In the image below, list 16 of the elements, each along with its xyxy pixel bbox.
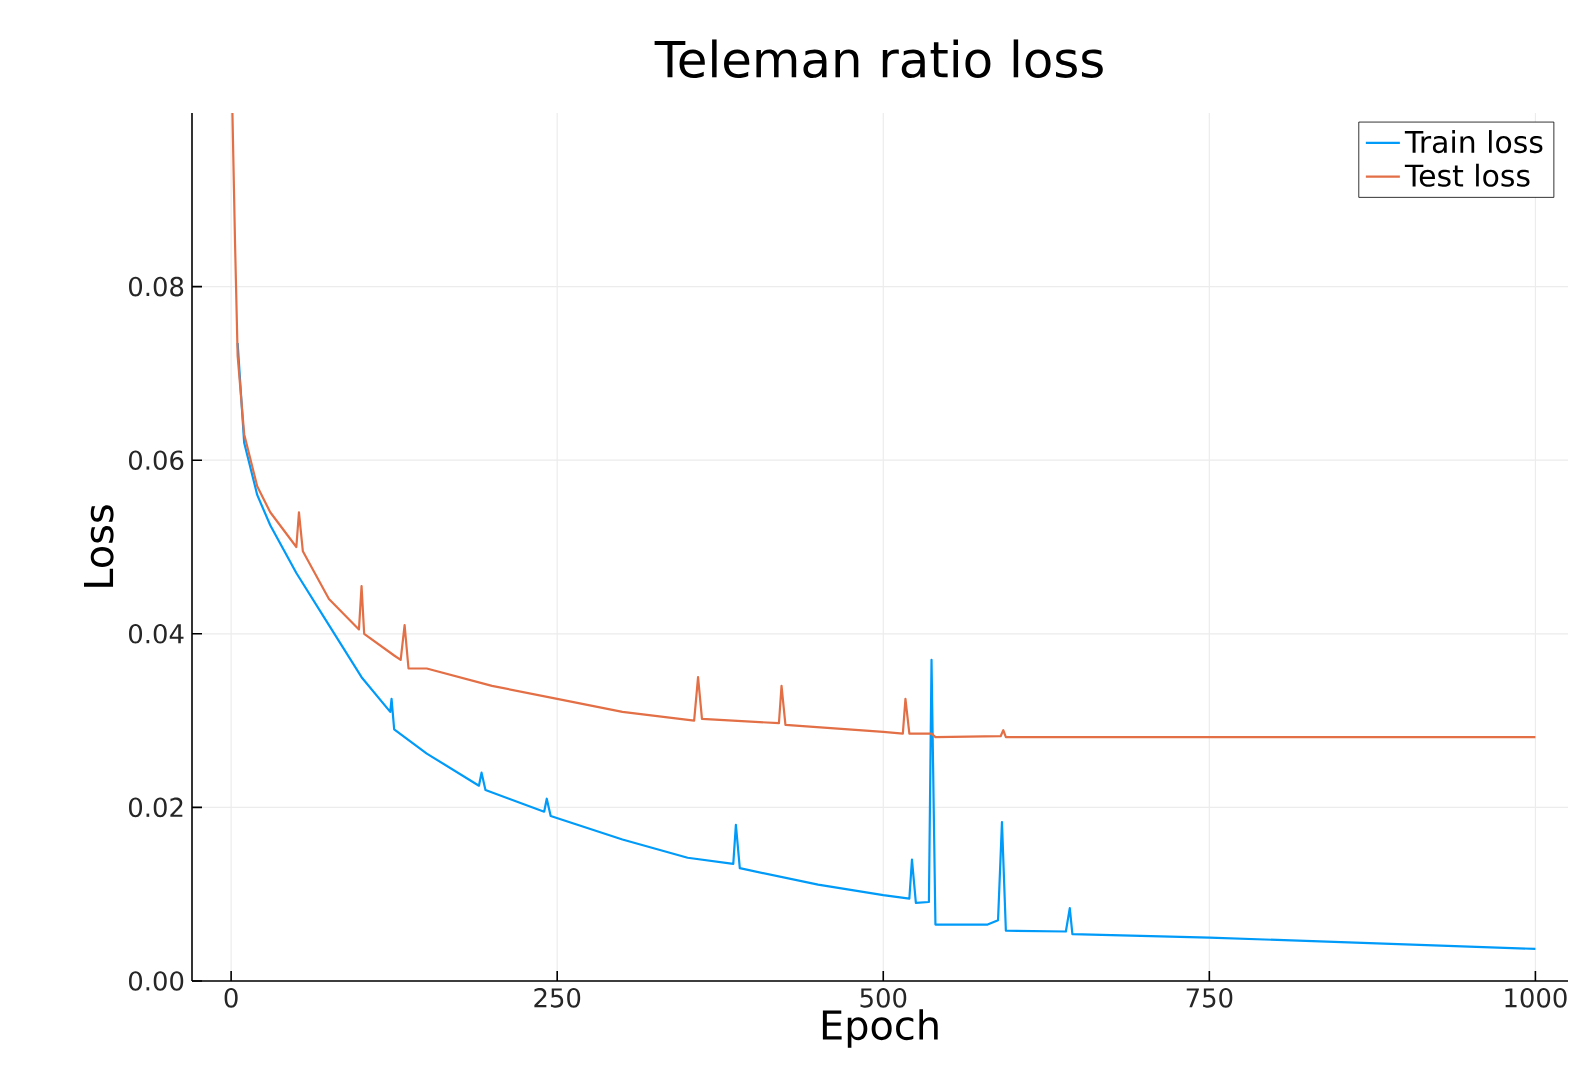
x-tick-label: 1000	[1505, 988, 1567, 1008]
x-axis-title: Epoch	[822, 1009, 938, 1048]
x-tick-label: 250	[534, 988, 581, 1008]
line-series	[236, 341, 1537, 950]
x-tick-label: 0	[224, 988, 238, 1008]
legend-label: Test loss	[1404, 163, 1530, 187]
y-tick-label: 0.06	[129, 450, 184, 470]
legend-label: Train loss	[1404, 130, 1543, 154]
x-tick-label: 500	[860, 988, 907, 1008]
y-tick-label: 0.04	[129, 624, 184, 644]
y-axis-title: Loss	[84, 505, 114, 587]
y-tick-label: 0.02	[129, 797, 183, 818]
x-tick-label: 750	[1186, 988, 1233, 1008]
y-tick-label: 0.08	[129, 276, 184, 297]
y-tick-label: 0.00	[129, 971, 184, 991]
chart-title: Teleman ratio loss	[654, 39, 1103, 79]
